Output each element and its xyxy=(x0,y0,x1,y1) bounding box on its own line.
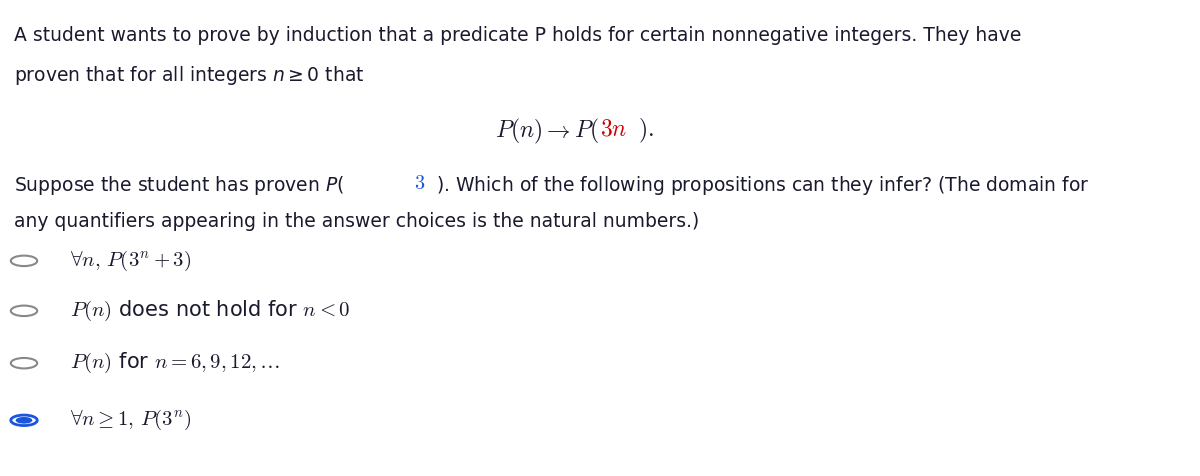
Text: A student wants to prove by induction that a predicate P holds for certain nonne: A student wants to prove by induction th… xyxy=(14,26,1021,45)
Text: $P(n) \rightarrow P($: $P(n) \rightarrow P($ xyxy=(496,117,600,146)
Text: proven that for all integers $n \geq 0$ that: proven that for all integers $n \geq 0$ … xyxy=(14,64,365,87)
Text: any quantifiers appearing in the answer choices is the natural numbers.): any quantifiers appearing in the answer … xyxy=(14,212,700,231)
Text: $3n$: $3n$ xyxy=(600,117,628,140)
Text: $P(n)$ does not hold for $n < 0$: $P(n)$ does not hold for $n < 0$ xyxy=(70,298,350,323)
Text: $\forall n,\, P(3^n + 3)$: $\forall n,\, P(3^n + 3)$ xyxy=(70,248,191,273)
Text: $)$. Which of the following propositions can they infer? (The domain for: $)$. Which of the following propositions… xyxy=(436,174,1090,197)
Text: $\mathbf{3}$: $\mathbf{3}$ xyxy=(414,174,425,193)
Text: $P(n)$ for $n = 6, 9, 12,\ldots$: $P(n)$ for $n = 6, 9, 12,\ldots$ xyxy=(70,351,280,375)
Circle shape xyxy=(16,417,32,424)
Text: $\forall n \geq 1,\, P(3^n)$: $\forall n \geq 1,\, P(3^n)$ xyxy=(70,408,191,432)
Text: $).$: $).$ xyxy=(638,117,654,145)
Text: Suppose the student has proven $P($: Suppose the student has proven $P($ xyxy=(14,174,344,197)
